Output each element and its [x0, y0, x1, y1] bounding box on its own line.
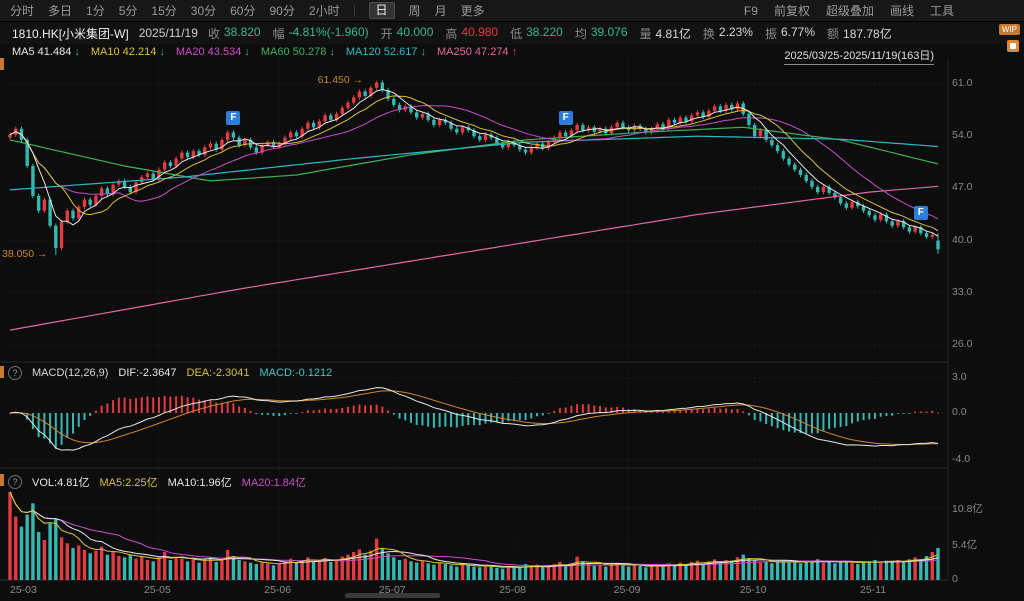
toolbar-divider — [353, 4, 355, 17]
period-toolbar: 分时 多日 1分 5分 15分 30分 60分 90分 2小时 日周月更多 F9 前复权 超级叠加 画线… — [0, 0, 1024, 22]
panel-handle[interactable] — [0, 58, 4, 70]
quote-field: 换 2.23% — [702, 24, 753, 41]
period-tab-10[interactable]: 周 — [408, 4, 421, 18]
quote-field: 均 39.076 — [574, 24, 628, 41]
event-marker[interactable]: F — [913, 205, 928, 220]
quote-field: 振 6.77% — [764, 24, 815, 41]
panel-handle[interactable] — [0, 366, 4, 378]
quote-field: 开 40.000 — [380, 24, 434, 41]
quote-field: 量 4.81亿 — [639, 26, 691, 41]
quote-field: 额 187.78亿 — [827, 26, 892, 41]
period-tab-12[interactable]: 更多 — [460, 4, 485, 18]
h-scrollbar-thumb[interactable] — [345, 593, 440, 598]
super-overlay-button[interactable]: 超级叠加 — [825, 4, 874, 18]
period-tab-1[interactable]: 多日 — [48, 4, 73, 18]
period-tab-7[interactable]: 90分 — [269, 4, 295, 18]
chart-canvas[interactable] — [0, 44, 1024, 601]
tools-button[interactable]: 工具 — [929, 4, 954, 18]
period-tab-9[interactable]: 日 — [368, 2, 395, 19]
chart-region: MA5 41.484 ↓ MA10 42.214 ↓ MA20 43.534 ↓ MA… — [0, 44, 1024, 601]
period-tab-8[interactable]: 2小时 — [308, 4, 340, 18]
date-range-label[interactable]: 2025/03/25-2025/11/19(163日) — [784, 47, 934, 65]
draw-line-button[interactable]: 画线 — [889, 4, 914, 18]
period-tab-0[interactable]: 分时 — [10, 4, 35, 18]
help-icon[interactable]: ? — [8, 475, 22, 489]
panel-handle[interactable] — [0, 474, 4, 486]
quote-field: 幅 -4.81%(-1.960) — [272, 24, 369, 41]
event-marker[interactable]: F — [226, 111, 241, 126]
toolbar-actions: F9 前复权 超级叠加 画线 工具 — [744, 2, 954, 19]
period-tab-5[interactable]: 30分 — [190, 4, 217, 18]
quote-date: 2025/11/19 — [138, 26, 198, 40]
quote-field: 高 40.980 — [445, 24, 499, 41]
symbol-name: 1810.HK[小米集团-W] — [12, 26, 129, 41]
period-tab-2[interactable]: 1分 — [86, 4, 105, 18]
period-tab-11[interactable]: 月 — [434, 4, 447, 18]
shortcut-f9[interactable]: F9 — [743, 3, 758, 18]
event-marker[interactable]: F — [558, 111, 573, 126]
period-tab-4[interactable]: 15分 — [151, 4, 177, 18]
period-tab-6[interactable]: 60分 — [230, 4, 256, 18]
quote-fields: 收 38.820 幅 -4.81%(-1.960) 开 40.000 高 40.980 低 38.… — [208, 25, 892, 42]
quote-field: 收 38.820 — [207, 24, 261, 41]
quote-field: 低 38.220 — [510, 24, 563, 41]
forward-adjust-button[interactable]: 前复权 — [773, 4, 810, 18]
chart-widget-icon[interactable] — [1007, 40, 1019, 52]
period-tabs: 分时 多日 1分 5分 15分 30分 60分 90分 2小时 日周月更多 — [10, 2, 485, 19]
quote-info-bar: 1810.HK[小米集团-W] 2025/11/19 收 38.820 幅 -4.81… — [0, 22, 1024, 44]
help-icon[interactable]: ? — [8, 366, 22, 380]
wip-badge: WIP — [998, 24, 1020, 35]
period-tab-3[interactable]: 5分 — [118, 4, 138, 18]
